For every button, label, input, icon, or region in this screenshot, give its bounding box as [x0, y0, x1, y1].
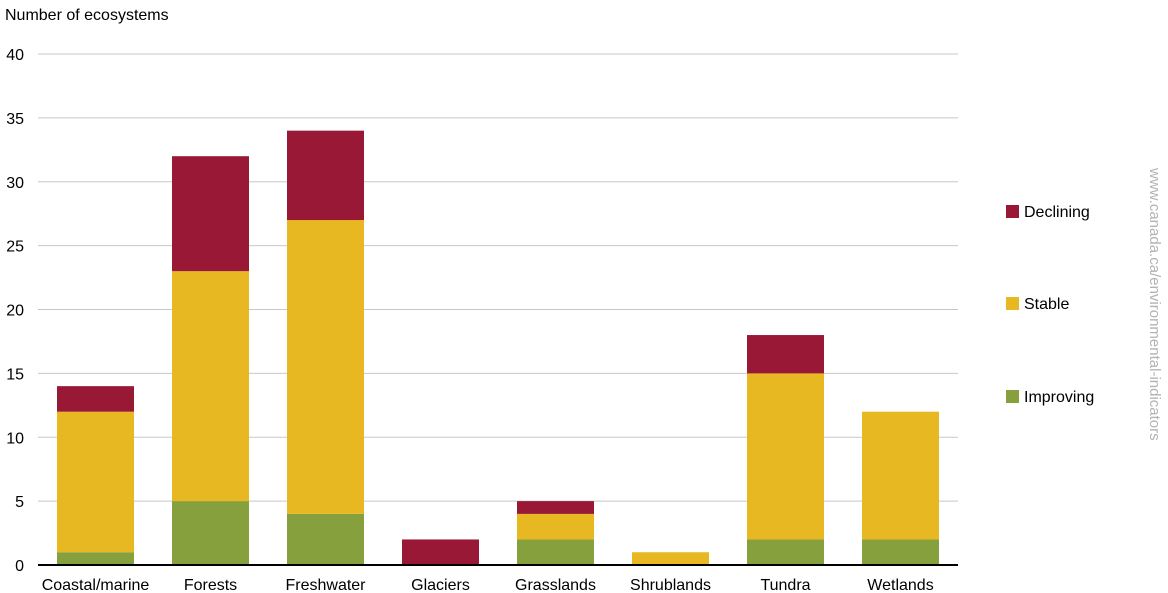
bar-declining-freshwater — [287, 130, 364, 221]
legend-swatch-stable — [1006, 297, 1019, 310]
y-tick-label: 25 — [6, 239, 24, 256]
bars — [57, 130, 939, 565]
x-tick-label: Forests — [184, 577, 237, 593]
y-axis-ticks: 0 5 10 15 20 25 30 35 40 — [6, 47, 24, 575]
bar-declining-coastal-marine — [57, 386, 134, 412]
legend-label-declining: Declining — [1024, 204, 1090, 221]
y-tick-label: 0 — [15, 558, 24, 575]
bar-stable-shrublands — [632, 552, 709, 565]
legend: Declining Stable Improving — [1006, 204, 1094, 406]
x-tick-label: Freshwater — [285, 577, 366, 593]
bar-stable-forests — [172, 271, 249, 502]
bar-declining-forests — [172, 156, 249, 272]
legend-label-improving: Improving — [1024, 389, 1094, 406]
y-tick-label: 5 — [15, 494, 24, 511]
bar-improving-wetlands — [862, 539, 939, 565]
legend-swatch-declining — [1006, 205, 1019, 218]
bar-stable-freshwater — [287, 220, 364, 514]
bar-stable-tundra — [747, 373, 824, 540]
bar-declining-grasslands — [517, 501, 594, 514]
y-tick-label: 20 — [6, 303, 24, 320]
x-tick-label: Coastal/marine — [42, 577, 150, 593]
x-tick-label: Grasslands — [515, 577, 596, 593]
y-tick-label: 15 — [6, 366, 24, 383]
legend-label-stable: Stable — [1024, 296, 1069, 313]
x-axis-ticks: Coastal/marine Forests Freshwater Glaciers G… — [42, 577, 934, 593]
source-url: www.canada.ca/environmental-indicators — [1146, 167, 1163, 441]
bar-declining-tundra — [747, 335, 824, 374]
bar-improving-coastal-marine — [57, 552, 134, 565]
x-tick-label: Wetlands — [867, 577, 933, 593]
bar-improving-forests — [172, 501, 249, 565]
legend-swatch-improving — [1006, 390, 1019, 403]
y-tick-label: 30 — [6, 175, 24, 192]
x-tick-label: Glaciers — [411, 577, 470, 593]
x-tick-label: Tundra — [760, 577, 810, 593]
bar-stable-coastal-marine — [57, 411, 134, 553]
bar-improving-freshwater — [287, 513, 364, 565]
bar-stable-wetlands — [862, 411, 939, 540]
bar-improving-grasslands — [517, 539, 594, 565]
x-tick-label: Shrublands — [630, 577, 711, 593]
bar-improving-tundra — [747, 539, 824, 565]
y-axis-title: Number of ecosystems — [5, 7, 169, 24]
y-tick-label: 10 — [6, 430, 24, 447]
bar-declining-glaciers — [402, 539, 479, 565]
y-tick-label: 35 — [6, 111, 24, 128]
y-tick-label: 40 — [6, 47, 24, 64]
bar-stable-grasslands — [517, 513, 594, 540]
